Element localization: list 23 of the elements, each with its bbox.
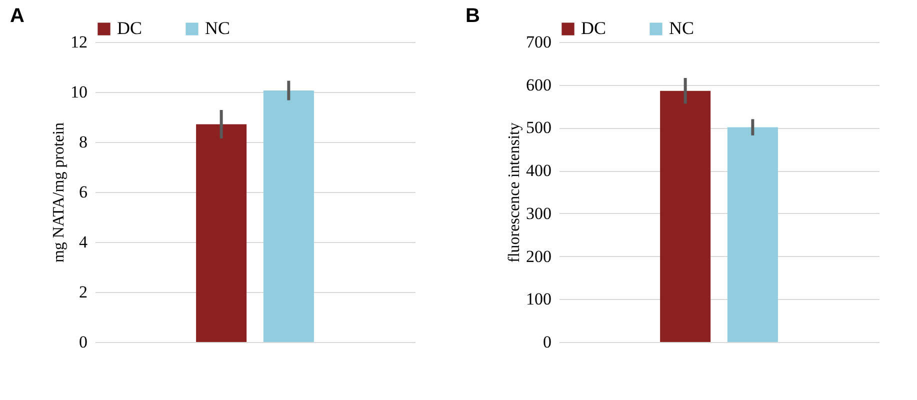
y-tick-label: 6	[79, 182, 88, 202]
y-axis-title: fluorescence intensity	[506, 122, 523, 262]
legend-label: DC	[117, 18, 142, 38]
legend-label: NC	[669, 18, 694, 38]
y-tick-label: 10	[70, 82, 88, 102]
y-axis-title: mg NATA/mg protein	[50, 122, 68, 263]
y-tick-label: 100	[526, 290, 552, 309]
y-tick-label: 12	[70, 32, 88, 52]
y-tick-label: 0	[543, 332, 552, 352]
y-tick-label: 300	[526, 204, 552, 223]
y-tick-label: 4	[79, 232, 88, 252]
y-tick-label: 600	[526, 75, 552, 94]
chart-title: A	[10, 5, 24, 27]
y-tick-label: 2	[79, 282, 88, 302]
y-tick-label: 500	[526, 118, 552, 138]
y-tick-label: 200	[526, 246, 552, 266]
legend-label: DC	[581, 18, 606, 38]
y-tick-label: 400	[526, 161, 552, 180]
legend-label: NC	[205, 18, 230, 38]
y-tick-label: 8	[79, 132, 88, 152]
y-tick-label: 0	[79, 332, 88, 352]
chart-title: B	[466, 5, 480, 27]
y-tick-label: 700	[526, 32, 552, 52]
